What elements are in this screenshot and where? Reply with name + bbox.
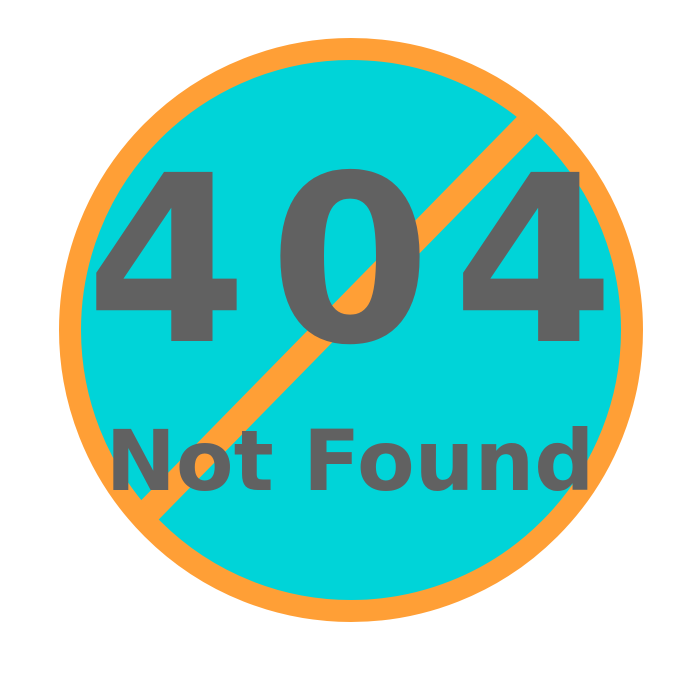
error-code: 404 — [85, 126, 637, 396]
error-message: Not Found — [105, 412, 595, 510]
sign-fill — [70, 49, 632, 611]
sign-ring — [59, 38, 643, 622]
sign-slash — [133, 111, 541, 527]
